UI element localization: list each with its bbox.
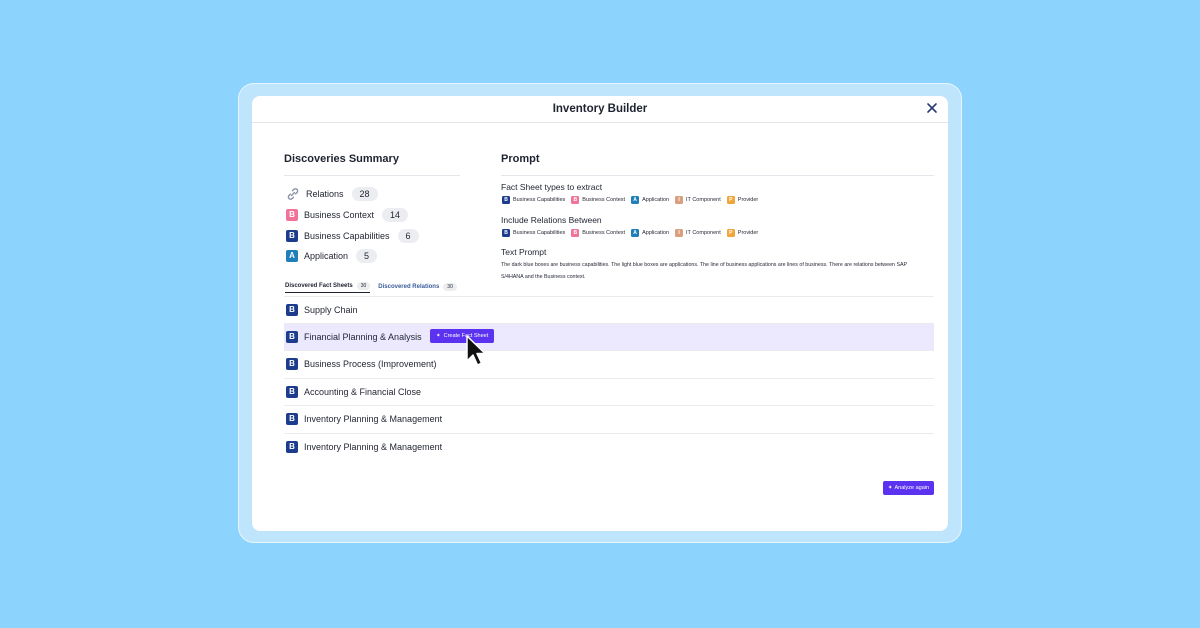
business-capability-badge: B xyxy=(286,230,298,242)
it-component-badge: I xyxy=(675,196,684,204)
link-icon xyxy=(286,187,300,201)
business-capability-badge: B xyxy=(286,330,298,343)
tab-discovered-relations[interactable]: Discovered Relations 30 xyxy=(378,282,457,293)
summary-divider xyxy=(284,175,460,176)
close-icon[interactable] xyxy=(924,100,940,116)
chip-label: Business Context xyxy=(582,230,626,236)
chip-application[interactable]: A Application xyxy=(631,196,669,204)
application-badge: A xyxy=(631,229,640,237)
fact-sheet-list: B Supply Chain B Financial Planning & An… xyxy=(284,296,934,461)
types-chips: B Business Capabilities B Business Context… xyxy=(502,196,758,204)
summary-application: A Application 5 xyxy=(286,248,378,264)
list-item[interactable]: B Inventory Planning & Management xyxy=(284,406,934,434)
summary-business-capabilities: B Business Capabilities 6 xyxy=(286,228,419,244)
chip-provider[interactable]: P Provider xyxy=(726,196,759,204)
chip-label: Business Context xyxy=(582,197,626,203)
summary-label: Relations xyxy=(306,189,344,199)
chip-label: Application xyxy=(642,197,670,203)
business-capability-badge: B xyxy=(502,229,510,237)
tab-label: Discovered Relations xyxy=(378,283,440,290)
list-item-label: Inventory Planning & Management xyxy=(304,414,443,425)
chip-label: Business Capabilities xyxy=(513,197,566,203)
text-prompt-label: Text Prompt xyxy=(501,247,547,257)
modal-header: Inventory Builder xyxy=(252,96,948,123)
count-badge: 5 xyxy=(356,249,378,263)
summary-relations: Relations 28 xyxy=(286,186,378,202)
it-component-badge: I xyxy=(675,229,684,237)
list-item-label: Inventory Planning & Management xyxy=(304,442,443,453)
tab-count: 30 xyxy=(356,282,371,290)
tab-label: Discovered Fact Sheets xyxy=(285,283,353,289)
types-label: Fact Sheet types to extract xyxy=(501,182,603,192)
relations-label: Include Relations Between xyxy=(501,215,602,225)
count-badge: 14 xyxy=(382,208,409,222)
business-context-badge: B xyxy=(571,196,580,204)
tab-discovered-fact-sheets[interactable]: Discovered Fact Sheets 30 xyxy=(285,282,371,293)
tab-count: 30 xyxy=(443,282,457,291)
text-prompt-body: The dark blue boxes are business capabil… xyxy=(501,262,907,280)
sparkle-icon: ✦ xyxy=(887,485,893,491)
create-fact-sheet-button[interactable]: ✦ Create Fact Sheet xyxy=(430,328,495,343)
summary-label: Business Capabilities xyxy=(304,231,390,241)
application-badge: A xyxy=(631,196,640,204)
list-item-label: Business Process (Improvement) xyxy=(304,359,437,370)
chip-it-component[interactable]: I IT Component xyxy=(675,196,721,204)
business-context-badge: B xyxy=(571,229,580,237)
inventory-builder-modal: Inventory Builder Discoveries Summary Re… xyxy=(252,96,948,531)
analyze-again-button[interactable]: ✦ Analyze again xyxy=(883,481,934,495)
modal-title: Inventory Builder xyxy=(552,103,648,115)
prompt-divider xyxy=(501,175,934,176)
provider-badge: P xyxy=(726,229,735,237)
chip-label: Business Capabilities xyxy=(513,230,566,236)
list-item-label: Accounting & Financial Close xyxy=(304,386,422,397)
chip-it-component[interactable]: I IT Component xyxy=(675,229,721,237)
chip-label: IT Component xyxy=(686,230,721,236)
count-badge: 28 xyxy=(351,187,378,201)
list-item[interactable]: B Business Process (Improvement) xyxy=(284,351,934,379)
list-item[interactable]: B Financial Planning & Analysis ✦ Create… xyxy=(284,323,934,351)
button-label: Analyze again xyxy=(894,485,930,491)
list-item[interactable]: B Supply Chain xyxy=(284,296,934,324)
summary-label: Application xyxy=(304,251,349,261)
prompt-heading: Prompt xyxy=(501,153,540,165)
mouse-pointer-icon xyxy=(465,335,487,367)
discovery-tabs: Discovered Fact Sheets 30 Discovered Rel… xyxy=(285,282,457,293)
business-capability-badge: B xyxy=(286,385,298,398)
chip-label: IT Component xyxy=(686,197,721,203)
count-badge: 6 xyxy=(397,229,419,243)
business-context-badge: B xyxy=(286,209,298,221)
provider-badge: P xyxy=(726,196,735,204)
business-capability-badge: B xyxy=(286,358,298,371)
list-item-label: Supply Chain xyxy=(304,304,358,315)
chip-label: Application xyxy=(642,230,670,236)
business-capability-badge: B xyxy=(286,303,298,316)
chip-application[interactable]: A Application xyxy=(631,229,669,237)
chip-business-context[interactable]: B Business Context xyxy=(571,196,625,204)
chip-provider[interactable]: P Provider xyxy=(726,229,759,237)
summary-heading: Discoveries Summary xyxy=(284,153,399,165)
sparkle-icon: ✦ xyxy=(436,332,441,339)
chip-business-context[interactable]: B Business Context xyxy=(571,229,625,237)
relations-chips: B Business Capabilities B Business Context… xyxy=(502,229,758,237)
chip-business-capabilities[interactable]: B Business Capabilities xyxy=(502,229,565,237)
summary-label: Business Context xyxy=(304,210,375,220)
list-item[interactable]: B Accounting & Financial Close xyxy=(284,379,934,406)
business-capability-badge: B xyxy=(286,413,298,426)
chip-label: Provider xyxy=(737,230,759,236)
list-item[interactable]: B Inventory Planning & Management xyxy=(284,434,934,462)
chip-label: Provider xyxy=(737,197,759,203)
chip-business-capabilities[interactable]: B Business Capabilities xyxy=(502,196,565,204)
summary-business-context: B Business Context 14 xyxy=(286,207,409,223)
business-capability-badge: B xyxy=(286,441,298,454)
application-badge: A xyxy=(286,250,298,262)
button-label: Create Fact Sheet xyxy=(443,332,489,339)
business-capability-badge: B xyxy=(502,196,510,204)
list-item-label: Financial Planning & Analysis xyxy=(304,331,422,342)
